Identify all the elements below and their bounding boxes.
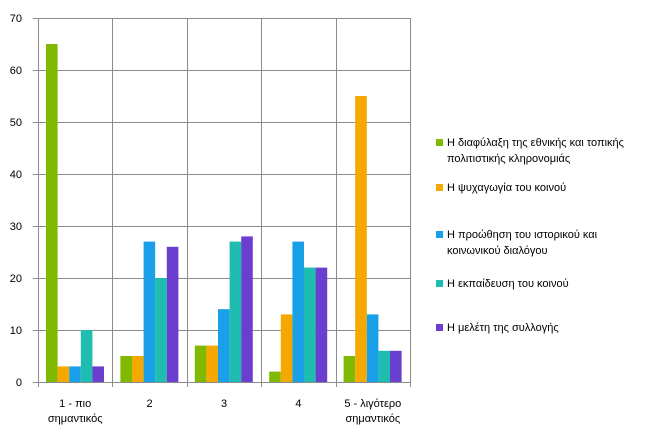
legend-swatch [436, 139, 443, 146]
axes [33, 18, 411, 387]
bar [343, 356, 356, 382]
legend-label: Η μελέτη της συλλογής [447, 322, 559, 334]
bars [46, 44, 402, 382]
y-tick-label: 50 [10, 117, 22, 129]
bar [132, 356, 144, 382]
y-tick-label: 40 [10, 169, 22, 181]
bar [143, 241, 156, 382]
gridlines [38, 18, 411, 383]
x-tick-label: 1 - πιο σημαντικός [48, 398, 103, 425]
bar [241, 236, 253, 382]
legend-swatch [436, 324, 443, 331]
bar [206, 345, 218, 382]
bar [366, 314, 379, 382]
legend-item: Η εκπαίδευση του κοινού [436, 276, 651, 292]
x-tick-label: 5 - λιγότερο σημαντικός [344, 398, 401, 425]
legend-label: Η προώθηση του ιστορικού και κοινωνικού … [447, 229, 598, 257]
bar [166, 246, 179, 382]
y-tick-label: 10 [10, 325, 22, 337]
y-tick-labels: 0 10 20 30 40 50 60 70 [10, 13, 22, 389]
bar [218, 309, 230, 382]
y-tick-label: 30 [10, 221, 22, 233]
legend-label: Η εκπαίδευση του κοινού [447, 278, 569, 290]
x-tick-labels: 1 - πιο σημαντικός 2 3 4 5 - λιγότερο σημαντικ… [48, 398, 401, 425]
legend-swatch [436, 184, 443, 191]
bar [355, 96, 367, 382]
bar [57, 366, 70, 382]
bar [80, 330, 93, 382]
bar [292, 241, 304, 382]
bar [120, 356, 132, 382]
x-tick-label: 3 [221, 398, 227, 410]
bar [269, 371, 281, 382]
legend-swatch [436, 280, 443, 287]
legend-label: Η ψυχαγωγία του κοινού [447, 182, 567, 194]
bar [46, 44, 58, 382]
x-tick-label: 2 [147, 398, 153, 410]
bar [304, 267, 316, 382]
bar [155, 278, 167, 382]
bar [69, 366, 81, 382]
bar [390, 350, 402, 382]
bar [194, 345, 207, 382]
legend-item: Η προώθηση του ιστορικού και κοινωνικού … [436, 227, 651, 259]
y-tick-label: 0 [16, 377, 22, 389]
bar [229, 241, 242, 382]
legend-label: Η διαφύλαξη της εθνικής και τοπικής πολι… [447, 137, 624, 165]
legend-swatch [436, 231, 443, 238]
legend-item: Η ψυχαγωγία του κοινού [436, 180, 651, 196]
y-tick-label: 20 [10, 273, 22, 285]
y-tick-label: 70 [10, 13, 22, 25]
bar [280, 314, 293, 382]
bar [315, 267, 328, 382]
bar [92, 366, 104, 382]
x-tick-label: 4 [295, 398, 301, 410]
y-tick-label: 60 [10, 65, 22, 77]
legend-item: Η διαφύλαξη της εθνικής και τοπικής πολι… [436, 135, 651, 167]
bar [378, 350, 390, 382]
legend-item: Η μελέτη της συλλογής [436, 320, 651, 336]
